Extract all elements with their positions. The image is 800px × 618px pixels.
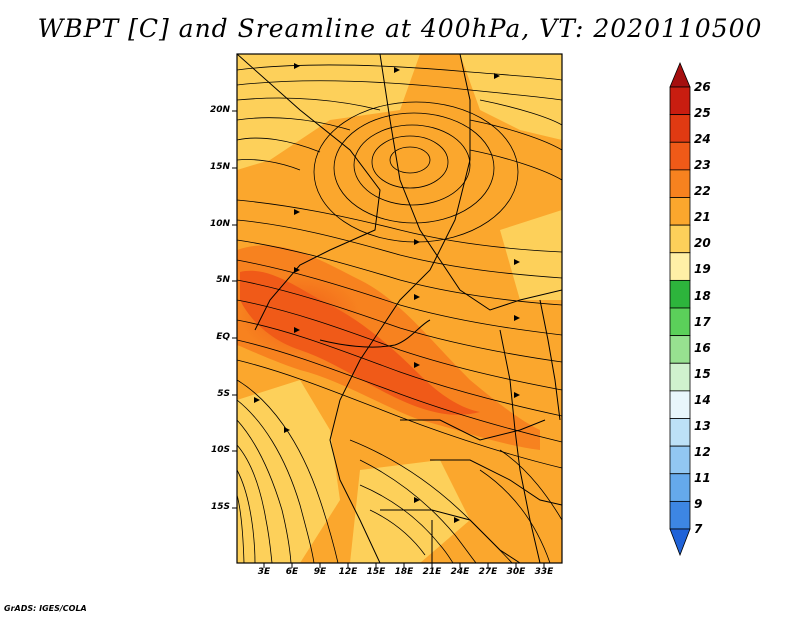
colorbar-swatch xyxy=(669,445,691,475)
lon-label: 30E xyxy=(506,567,526,577)
colorbar-label: 11 xyxy=(694,471,711,485)
lat-label: 5S xyxy=(217,389,230,399)
lon-label: 15E xyxy=(366,567,386,577)
colorbar-label: 22 xyxy=(694,184,711,198)
colorbar-swatch xyxy=(669,169,691,198)
colorbar-swatch xyxy=(669,279,691,309)
colorbar-label: 21 xyxy=(694,210,711,224)
map-title: WBPT [C] and Sreamline at 400hPa, VT: 20… xyxy=(37,14,763,43)
colorbar-swatch xyxy=(669,141,691,171)
colorbar-swatch xyxy=(669,86,691,116)
colorbar-label: 19 xyxy=(694,262,711,276)
lat-label: 10N xyxy=(209,219,230,229)
lon-label: 33E xyxy=(534,567,554,577)
colorbar-swatch xyxy=(669,418,691,447)
colorbar-label: 17 xyxy=(694,315,711,329)
colorbar-swatch xyxy=(669,390,691,419)
lon-label: 18E xyxy=(394,567,414,577)
map-panel xyxy=(237,54,562,563)
lon-label: 24E xyxy=(450,567,470,577)
lon-label: 12E xyxy=(338,567,358,577)
lon-label: 9E xyxy=(313,567,327,577)
colorbar-swatch xyxy=(669,197,691,226)
colorbar-label: 16 xyxy=(694,341,711,355)
lat-label: 15S xyxy=(210,502,230,512)
colorbar-swatch xyxy=(669,500,691,530)
credit-text: GrADS: IGES/COLA xyxy=(4,604,87,613)
map-frame xyxy=(236,53,563,564)
lat-label: EQ xyxy=(216,332,230,342)
lon-label: 27E xyxy=(478,567,498,577)
colorbar-top-arrow xyxy=(669,61,691,88)
colorbar-swatch xyxy=(669,307,691,337)
colorbar-label: 23 xyxy=(694,158,711,172)
colorbar-label: 12 xyxy=(694,445,711,459)
colorbar-label: 25 xyxy=(694,106,711,120)
lat-label: 10S xyxy=(210,445,230,455)
colorbar-swatch xyxy=(669,224,691,254)
colorbar-swatch xyxy=(669,473,691,502)
colorbar-label: 9 xyxy=(694,497,703,511)
colorbar-label: 14 xyxy=(694,393,711,407)
lon-label: 6E xyxy=(285,567,299,577)
colorbar-label: 13 xyxy=(694,419,711,433)
lon-label: 21E xyxy=(422,567,442,577)
colorbar-label: 15 xyxy=(694,367,711,381)
lat-label: 5N xyxy=(216,275,230,285)
colorbar-swatch xyxy=(669,252,691,281)
colorbar-bottom-arrow xyxy=(669,528,691,557)
colorbar-label: 24 xyxy=(694,132,711,146)
colorbar-swatch xyxy=(669,362,691,392)
colorbar-label: 20 xyxy=(694,236,711,250)
lat-label: 20N xyxy=(209,105,230,115)
colorbar-swatch xyxy=(669,114,691,143)
lat-label: 15N xyxy=(209,162,230,172)
colorbar-label: 26 xyxy=(694,80,711,94)
colorbar-label: 7 xyxy=(694,522,703,536)
colorbar-swatch xyxy=(669,335,691,364)
colorbar xyxy=(669,61,691,557)
colorbar-label: 18 xyxy=(694,289,711,303)
lon-label: 3E xyxy=(257,567,271,577)
